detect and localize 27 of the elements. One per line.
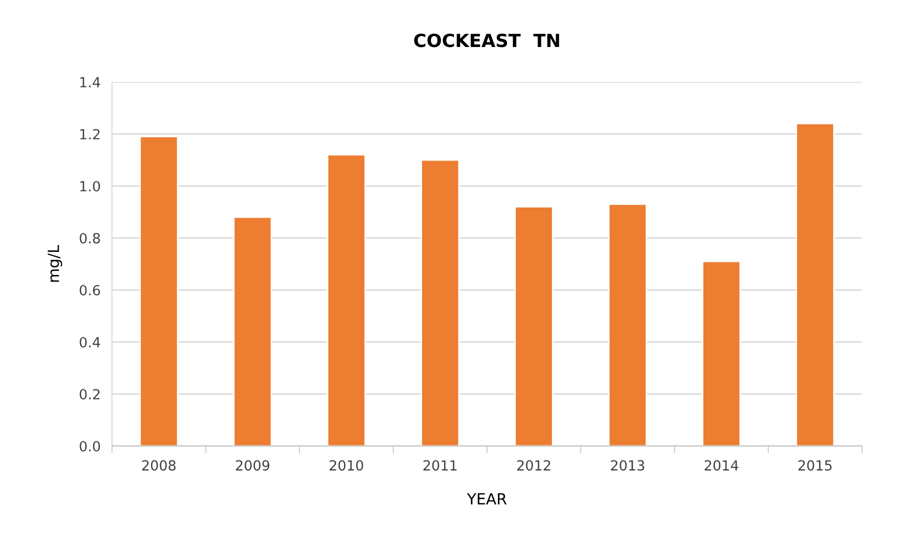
bar [233,216,272,446]
y-tick-label: 1.4 [80,77,100,88]
chart-title: COCKEAST TN [414,34,560,48]
y-tick-label: 1.2 [80,128,100,140]
x-tick-label: 2012 [517,460,550,471]
x-tick-label: 2013 [610,460,644,471]
bar [420,159,460,446]
x-axis-title: YEAR [466,493,507,504]
bar [796,122,835,446]
x-tick-label: 2014 [704,460,738,471]
bar [514,206,554,446]
y-tick-label: 0.4 [80,336,100,348]
x-tick-label: 2010 [330,460,364,471]
x-tick-label: 2011 [423,460,457,471]
y-tick-label: 0.8 [80,232,100,244]
x-tick-label: 2008 [142,460,176,471]
y-axis-title: mg/L [48,244,62,282]
x-tick-label: 2015 [798,460,832,471]
bar [139,136,178,446]
bar [326,154,366,446]
y-tick-label: 0.2 [80,388,100,400]
y-tick-label: 0.6 [80,284,100,296]
y-tick-label: 1.0 [80,180,100,192]
y-tick-label: 0.0 [80,440,100,452]
x-tick-label: 2009 [236,460,270,471]
bar [702,260,741,446]
bar [608,204,648,446]
